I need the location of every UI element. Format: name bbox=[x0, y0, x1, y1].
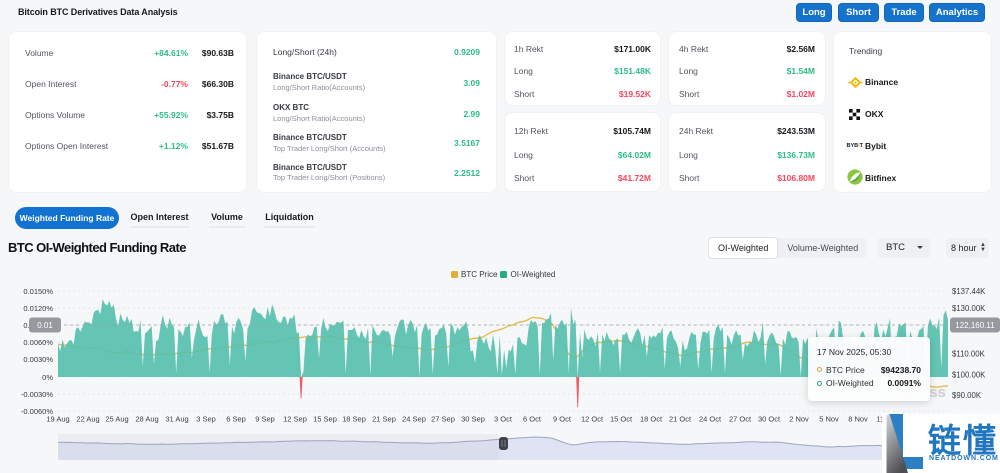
svg-text:31 Aug: 31 Aug bbox=[165, 415, 188, 424]
svg-text:22 Aug: 22 Aug bbox=[76, 415, 99, 424]
svg-text:15 Sep: 15 Sep bbox=[313, 415, 337, 424]
svg-text:$100.00K: $100.00K bbox=[952, 370, 986, 379]
svg-text:21 Oct: 21 Oct bbox=[669, 415, 692, 424]
svg-text:8 Nov: 8 Nov bbox=[848, 415, 868, 424]
svg-text:-0.0060%: -0.0060% bbox=[21, 407, 53, 416]
svg-text:0.01: 0.01 bbox=[37, 321, 53, 330]
svg-text:24 Oct: 24 Oct bbox=[699, 415, 722, 424]
svg-text:30 Oct: 30 Oct bbox=[758, 415, 781, 424]
svg-text:0.0060%: 0.0060% bbox=[23, 338, 53, 347]
svg-text:9 Oct: 9 Oct bbox=[553, 415, 572, 424]
svg-text:3 Oct: 3 Oct bbox=[494, 415, 513, 424]
svg-text:0.0120%: 0.0120% bbox=[23, 304, 53, 313]
svg-text:0%: 0% bbox=[42, 373, 53, 382]
svg-text:27 Sep: 27 Sep bbox=[431, 415, 455, 424]
svg-text:15 Oct: 15 Oct bbox=[610, 415, 633, 424]
svg-text:9 Sep: 9 Sep bbox=[255, 415, 275, 424]
svg-text:30 Sep: 30 Sep bbox=[461, 415, 485, 424]
svg-text:6 Oct: 6 Oct bbox=[523, 415, 542, 424]
svg-text:3 Sep: 3 Sep bbox=[196, 415, 216, 424]
svg-text:24 Sep: 24 Sep bbox=[402, 415, 426, 424]
svg-text:$90.00K: $90.00K bbox=[952, 391, 982, 400]
svg-text:25 Aug: 25 Aug bbox=[105, 415, 128, 424]
svg-text:$110.00K: $110.00K bbox=[952, 349, 986, 358]
svg-text:$137.44K: $137.44K bbox=[952, 287, 986, 296]
svg-text:12 Oct: 12 Oct bbox=[581, 415, 604, 424]
svg-text:2 Nov: 2 Nov bbox=[789, 415, 809, 424]
svg-text:28 Aug: 28 Aug bbox=[135, 415, 158, 424]
svg-text:-0.0030%: -0.0030% bbox=[21, 390, 53, 399]
svg-text:21 Sep: 21 Sep bbox=[372, 415, 396, 424]
svg-text:0.0030%: 0.0030% bbox=[23, 355, 53, 364]
svg-text:5 Nov: 5 Nov bbox=[819, 415, 839, 424]
svg-text:$130.00K: $130.00K bbox=[952, 304, 986, 313]
svg-text:18 Oct: 18 Oct bbox=[640, 415, 663, 424]
svg-text:18 Sep: 18 Sep bbox=[342, 415, 366, 424]
svg-text:6 Sep: 6 Sep bbox=[226, 415, 246, 424]
svg-text:122,160.11: 122,160.11 bbox=[955, 321, 995, 330]
svg-text:0.0150%: 0.0150% bbox=[23, 287, 53, 296]
svg-text:27 Oct: 27 Oct bbox=[729, 415, 752, 424]
svg-text:19 Aug: 19 Aug bbox=[46, 415, 69, 424]
svg-text:12 Sep: 12 Sep bbox=[283, 415, 307, 424]
